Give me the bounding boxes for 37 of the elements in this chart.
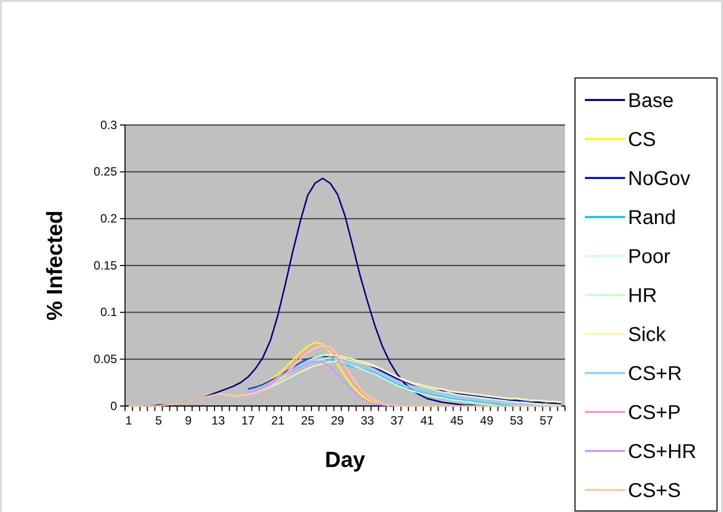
x-tick-label: 57 (540, 414, 554, 428)
x-tick-label: 41 (420, 414, 434, 428)
legend-label: Sick (628, 324, 667, 346)
legend-label: HR (628, 285, 657, 307)
x-tick-label: 9 (185, 414, 192, 428)
line-series (247, 360, 390, 407)
legend-label: Base (628, 90, 674, 112)
legend-label: CS+R (628, 363, 682, 385)
x-tick-label: 17 (241, 414, 256, 428)
line-series (128, 345, 562, 407)
x-tick-label: 1 (125, 414, 132, 428)
legend-label: CS+HR (628, 441, 696, 463)
y-tick-label: 0.15 (94, 258, 118, 272)
legend-label: CS+S (628, 480, 681, 502)
y-tick-label: 0.05 (94, 352, 118, 366)
legend-label: CS (628, 129, 656, 151)
y-tick-label: 0 (110, 398, 118, 413)
x-tick-label: 13 (212, 414, 226, 428)
y-tick-label: 0.2 (100, 212, 118, 226)
legend-label: Poor (628, 246, 671, 268)
legend-label: NoGov (628, 168, 690, 190)
y-axis-title: % Infected (42, 210, 67, 321)
legend-label: Rand (628, 207, 676, 229)
x-axis-title: Day (324, 447, 366, 472)
y-tick-label: 0.1 (100, 305, 118, 320)
legend-label: CS+P (628, 402, 681, 424)
x-tick-label: 29 (330, 414, 345, 428)
x-tick-label: 45 (450, 414, 464, 428)
x-tick-label: 53 (510, 414, 524, 428)
x-tick-label: 37 (390, 414, 404, 428)
x-tick-label: 25 (301, 414, 315, 428)
x-tick-label: 33 (360, 414, 374, 428)
y-tick-label: 0.25 (94, 164, 118, 179)
y-tick-label: 0.3 (100, 118, 118, 132)
x-tick-label: 5 (155, 414, 162, 428)
x-tick-label: 21 (271, 414, 285, 428)
x-tick-label: 49 (480, 414, 494, 428)
